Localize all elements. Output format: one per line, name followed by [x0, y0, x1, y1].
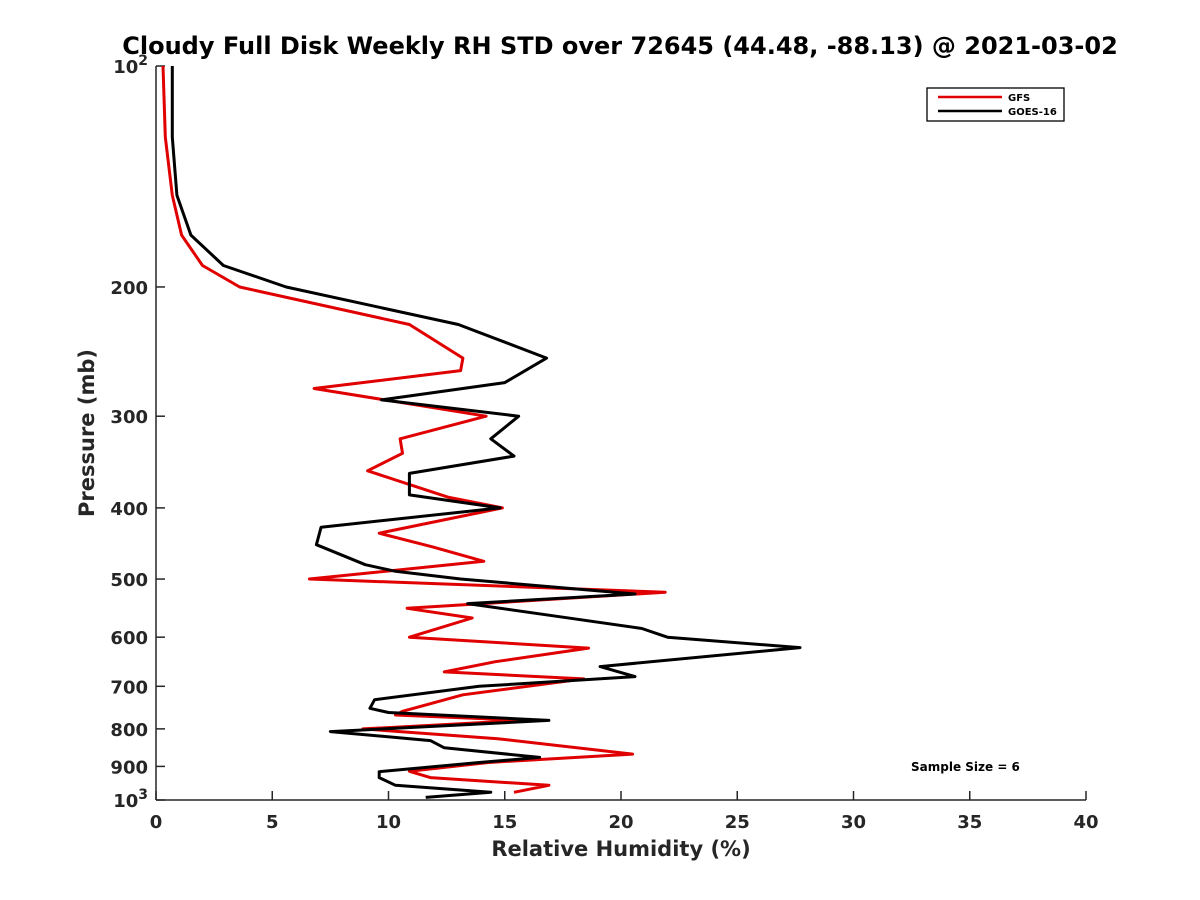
y-tick-label: 800 — [110, 720, 148, 741]
x-axis-label: Relative Humidity (%) — [491, 837, 750, 861]
y-tick-label: 103 — [113, 787, 148, 812]
legend-label-goes16: GOES-16 — [1008, 107, 1057, 118]
x-tick-label: 30 — [841, 812, 866, 833]
y-tick-label: 900 — [110, 757, 148, 778]
x-tick-label: 10 — [376, 812, 401, 833]
y-tick-label: 400 — [110, 499, 148, 520]
chart-title: Cloudy Full Disk Weekly RH STD over 7264… — [122, 32, 1118, 60]
x-tick-label: 35 — [957, 812, 982, 833]
y-tick-label: 300 — [110, 407, 148, 428]
y-tick-label: 700 — [110, 677, 148, 698]
sample-size-annotation: Sample Size = 6 — [911, 760, 1020, 774]
y-tick-label: 600 — [110, 628, 148, 649]
x-tick-label: 25 — [725, 812, 750, 833]
series-line-goes16 — [170, 66, 802, 799]
legend: GFS GOES-16 — [926, 87, 1065, 122]
x-tick-label: 0 — [150, 812, 163, 833]
x-tick-label: 40 — [1073, 812, 1098, 833]
x-axis: 0 5 10 15 20 25 30 35 40 — [150, 791, 1099, 833]
y-axis: 102 200 300 400 500 600 700 800 900 103 — [110, 53, 165, 812]
x-tick-label: 5 — [266, 812, 279, 833]
series-layer — [161, 65, 802, 799]
x-tick-label: 15 — [492, 812, 517, 833]
y-tick-label: 200 — [110, 278, 148, 299]
series-line-gfs — [161, 65, 667, 794]
y-axis-label: Pressure (mb) — [75, 349, 99, 517]
x-tick-label: 20 — [608, 812, 633, 833]
legend-label-gfs: GFS — [1008, 93, 1030, 104]
legend-box — [926, 87, 1065, 122]
y-tick-label: 102 — [113, 53, 148, 78]
y-tick-label: 500 — [110, 570, 148, 591]
